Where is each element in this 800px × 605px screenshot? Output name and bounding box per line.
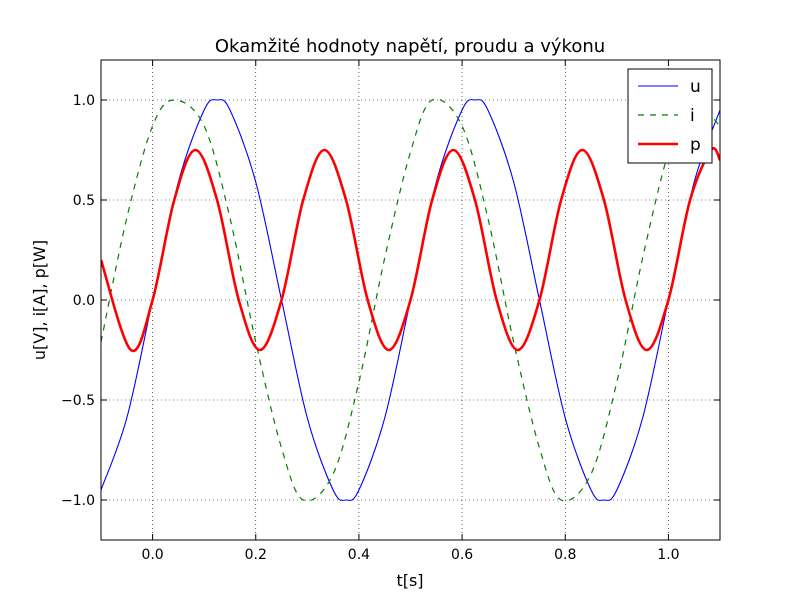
legend-box: [627, 68, 713, 164]
x-tick-label: 1.0: [657, 547, 679, 563]
y-tick-label: 0.0: [73, 293, 95, 309]
legend-label-p: p: [690, 135, 701, 155]
legend-label-i: i: [690, 106, 695, 126]
legend: uip: [627, 68, 713, 164]
legend-label-u: u: [690, 77, 701, 97]
x-axis-label: t[s]: [396, 571, 423, 590]
series-line-i: [101, 98, 720, 502]
y-tick-label: −0.5: [61, 393, 95, 409]
y-tick-label: −1.0: [61, 493, 95, 509]
series-line-p: [101, 147, 720, 353]
x-tick-label: 0.2: [245, 547, 267, 563]
x-tick-label: 0.4: [348, 547, 370, 563]
chart-title: Okamžité hodnoty napětí, proudu a výkonu: [215, 36, 605, 57]
ticks: 0.0 0.2 0.4 0.6 0.8 1.0 −1.0 −0.5 0.0 0.5 1.0: [61, 60, 720, 563]
y-tick-label: 1.0: [73, 93, 95, 109]
y-axis-label: u[V], i[A], p[W]: [30, 240, 49, 360]
y-tick-label: 0.5: [73, 193, 95, 209]
x-tick-label: 0.6: [451, 547, 473, 563]
x-tick-label: 0.0: [141, 547, 163, 563]
x-tick-label: 0.8: [554, 547, 576, 563]
series-lines: [101, 98, 720, 502]
